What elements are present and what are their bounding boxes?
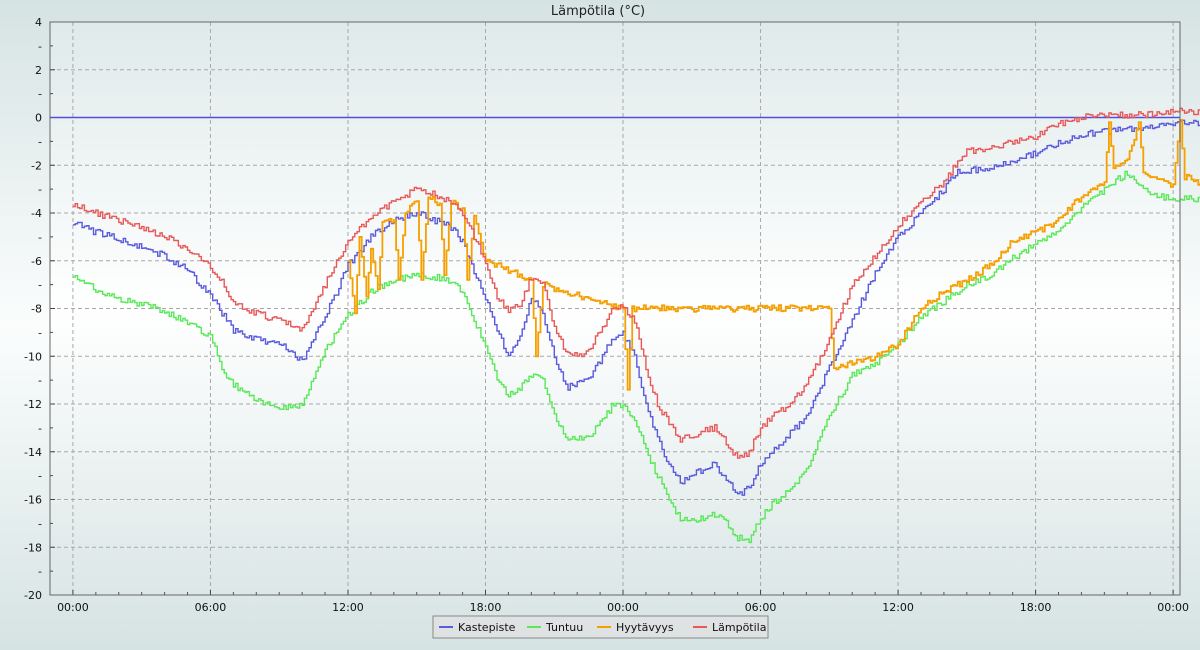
x-tick-label: 06:00 bbox=[745, 601, 777, 614]
x-axis-ticks: 00:00 06:00 12:00 18:00 00:00 06:00 12:00 18:00… bbox=[49, 590, 1189, 614]
y-tick-label: -8 bbox=[31, 303, 42, 316]
x-tick-label: 12:00 bbox=[882, 601, 914, 614]
x-tick-label: 18:00 bbox=[1020, 601, 1052, 614]
chart-title: Lämpötila (°C) bbox=[551, 4, 645, 19]
y-tick-label: -10 bbox=[24, 350, 42, 363]
legend-label: Hyytävyys bbox=[616, 621, 674, 634]
x-tick-label: 00:00 bbox=[57, 601, 89, 614]
series-lines bbox=[72, 107, 1200, 544]
y-minor-tick-label: - bbox=[38, 40, 42, 53]
legend-label: Lämpötila bbox=[712, 621, 766, 634]
plot-frame bbox=[49, 21, 1181, 596]
x-tick-label: 18:00 bbox=[470, 601, 502, 614]
y-tick-label: -2 bbox=[31, 159, 42, 172]
series-line-tuntuu bbox=[72, 170, 1200, 544]
y-minor-tick-label: - bbox=[38, 279, 42, 292]
series-line-lämpötila bbox=[72, 107, 1200, 459]
y-tick-label: 0 bbox=[35, 112, 42, 125]
y-minor-tick-label: - bbox=[38, 422, 42, 435]
y-minor-tick-label: - bbox=[38, 88, 42, 101]
y-tick-label: -12 bbox=[24, 398, 42, 411]
legend: Kastepiste Tuntuu Hyytävyys Lämpötila bbox=[432, 615, 769, 639]
x-tick-label: 00:00 bbox=[1157, 601, 1189, 614]
y-tick-label: -18 bbox=[24, 541, 42, 554]
y-minor-tick-label: - bbox=[38, 326, 42, 339]
y-minor-tick-label: - bbox=[38, 135, 42, 148]
y-minor-tick-label: - bbox=[38, 565, 42, 578]
y-tick-label: 4 bbox=[35, 16, 42, 29]
y-tick-label: -4 bbox=[31, 207, 42, 220]
y-minor-tick-label: - bbox=[38, 517, 42, 530]
series-line-hyytävyys bbox=[348, 119, 1200, 391]
y-tick-label: -20 bbox=[24, 589, 42, 602]
legend-label: Tuntuu bbox=[545, 621, 583, 634]
y-minor-tick-label: - bbox=[38, 231, 42, 244]
legend-label: Kastepiste bbox=[458, 621, 516, 634]
series-line-kastepiste bbox=[72, 119, 1200, 496]
y-minor-tick-label: - bbox=[38, 470, 42, 483]
y-minor-tick-label: - bbox=[38, 374, 42, 387]
y-axis-ticks: -20--18--16--14--12--10--8--6--4--2-0-2-… bbox=[24, 16, 55, 602]
x-tick-label: 00:00 bbox=[607, 601, 639, 614]
x-tick-label: 06:00 bbox=[195, 601, 227, 614]
y-tick-label: -16 bbox=[24, 494, 42, 507]
y-tick-label: -6 bbox=[31, 255, 42, 268]
y-tick-label: 2 bbox=[35, 64, 42, 77]
x-tick-label: 12:00 bbox=[332, 601, 364, 614]
y-minor-tick-label: - bbox=[38, 183, 42, 196]
y-tick-label: -14 bbox=[24, 446, 42, 459]
